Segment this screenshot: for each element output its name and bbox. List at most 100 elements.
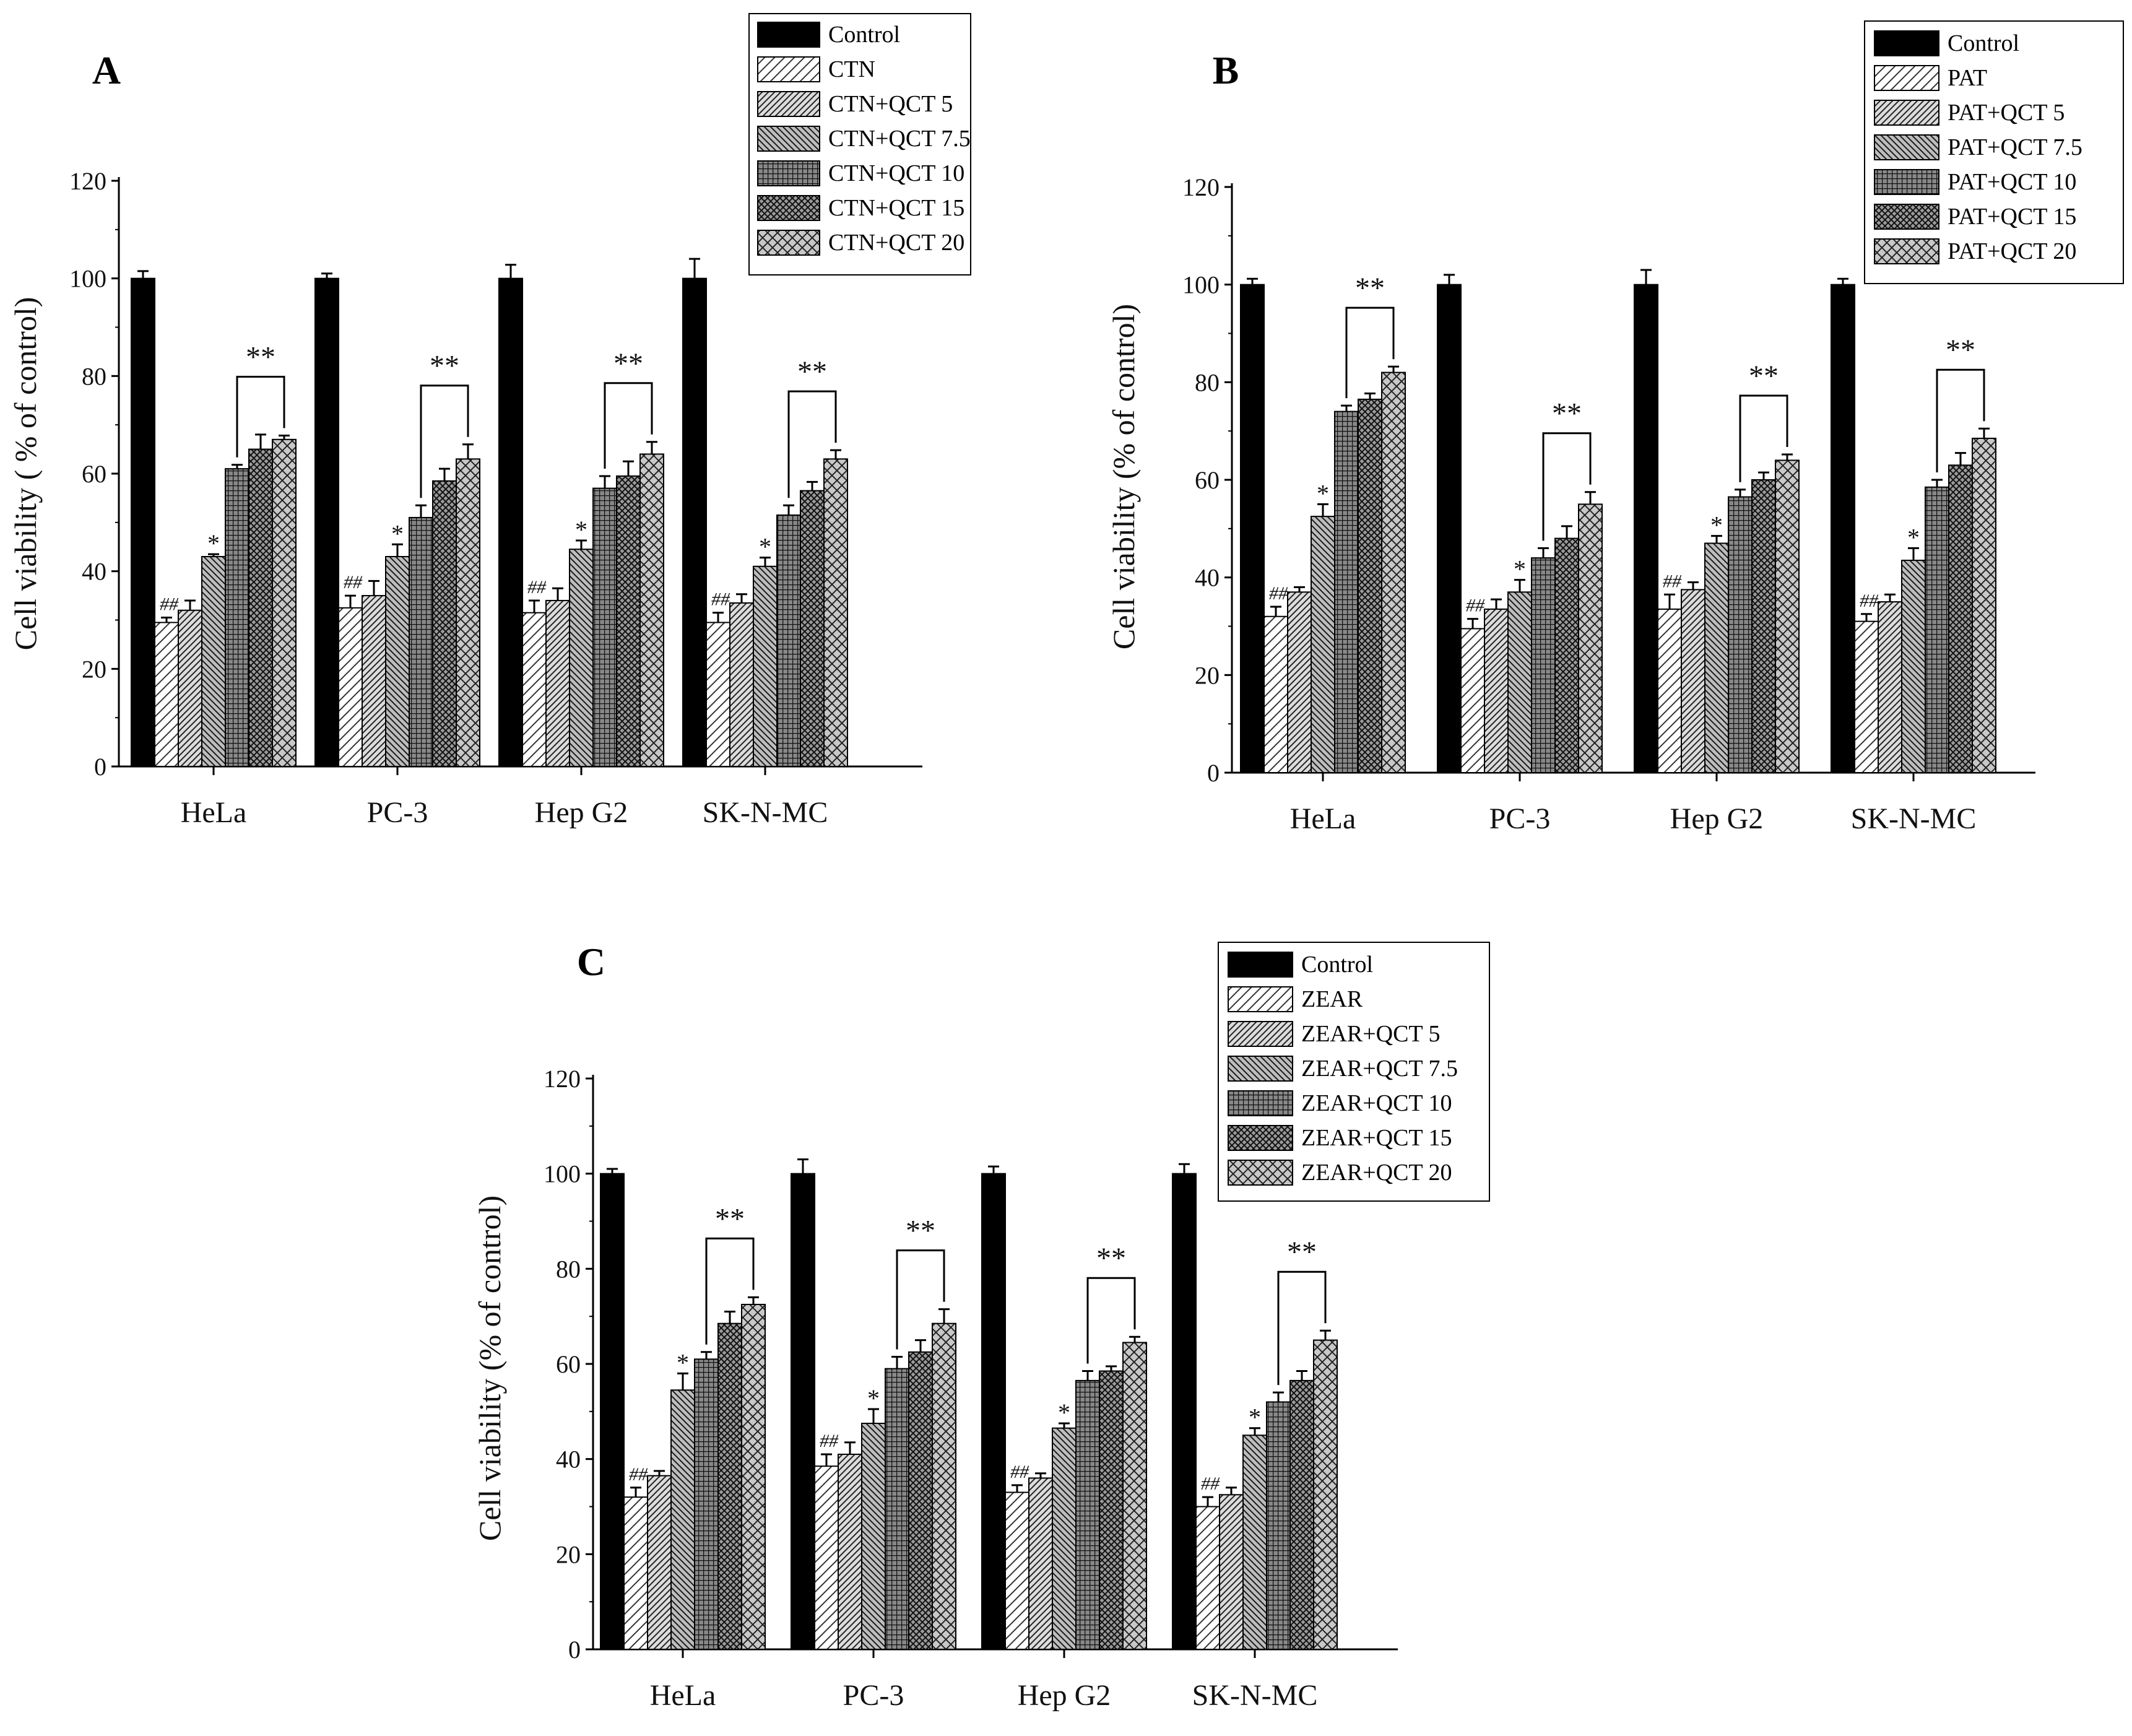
bar (823, 458, 848, 767)
legend-swatch (1874, 30, 1939, 56)
y-tick-label: 120 (544, 1065, 581, 1093)
significance-star: * (1058, 1399, 1070, 1426)
significance-star: * (677, 1348, 689, 1376)
bar (600, 1173, 625, 1650)
significance-star: * (207, 529, 220, 557)
bar (800, 490, 825, 767)
bar (647, 1475, 672, 1651)
x-tick-label: HeLa (181, 796, 247, 829)
bar (861, 1423, 886, 1651)
x-tick-label: HeLa (1290, 802, 1356, 835)
bar (1484, 608, 1509, 773)
bar (1266, 1401, 1291, 1650)
legend-label: PAT+QCT 20 (1948, 238, 2076, 264)
bar (694, 1358, 719, 1650)
significance-double-star: ** (1946, 334, 1975, 367)
bar (1578, 503, 1603, 774)
bar (729, 602, 754, 767)
panel-label: A (92, 48, 121, 92)
legend-swatch (1228, 1021, 1293, 1047)
legend: Control ZEAR ZEAR+QCT 5 ZEAR+QCT 7.5 ZEAR+QC… (1218, 942, 1490, 1202)
bar (1460, 628, 1485, 773)
bar (1311, 516, 1335, 773)
bar (522, 612, 547, 767)
bar (1240, 284, 1265, 773)
significance-bracket (1542, 432, 1592, 541)
bar (498, 277, 523, 767)
significance-double-star: ** (1355, 272, 1385, 305)
bar (1172, 1173, 1197, 1650)
hash-mark: ## (160, 594, 179, 615)
bar (545, 599, 570, 767)
bar (409, 516, 433, 767)
bar (592, 487, 617, 768)
bar (1507, 591, 1532, 773)
hash-mark: ## (1860, 591, 1879, 611)
bar (1099, 1370, 1124, 1650)
annotations: ##***##***##***##*** (1269, 272, 1985, 616)
bar (338, 607, 363, 768)
bars (1240, 269, 1996, 774)
legend-label: ZEAR+QCT 5 (1301, 1021, 1440, 1047)
legend-swatch (757, 91, 820, 117)
bar (885, 1368, 909, 1651)
hash-mark: ## (711, 589, 730, 610)
annotations: ##***##***##***##*** (629, 1202, 1327, 1494)
hash-mark: ## (344, 572, 363, 592)
bar (1901, 560, 1926, 773)
y-tick-label: 0 (94, 753, 106, 781)
legend-swatch (1874, 169, 1939, 195)
bar (1028, 1477, 1053, 1650)
hash-mark: ## (1269, 583, 1288, 604)
y-tick-label: 100 (544, 1160, 581, 1188)
bar (1075, 1379, 1100, 1650)
x-tick-label: PC-3 (367, 796, 428, 829)
legend-label: PAT+QCT 15 (1948, 204, 2076, 230)
x-tick-label: PC-3 (843, 1679, 904, 1712)
bar (1263, 615, 1288, 773)
significance-bracket (787, 390, 837, 498)
bar (1052, 1427, 1077, 1651)
hash-mark: ## (1201, 1473, 1220, 1494)
significance-bracket (1739, 394, 1788, 482)
bar (1531, 557, 1556, 774)
y-tick-label: 0 (1207, 759, 1220, 787)
significance-star: * (759, 533, 771, 561)
legend: Control CTN CTN+QCT 5 CTN+QCT 7.5 CTN+QCT 10… (748, 13, 971, 276)
bar (1831, 284, 1855, 773)
y-tick-label: 60 (82, 460, 106, 488)
bar (131, 277, 155, 767)
panel-label: B (1213, 48, 1239, 92)
bar (814, 1465, 839, 1650)
bar (1122, 1342, 1147, 1651)
significance-star: * (1317, 479, 1329, 507)
significance-bracket (604, 382, 653, 469)
y-tick-label: 40 (82, 558, 106, 586)
x-tick-label: SK-N-MC (703, 796, 828, 829)
legend-swatch (1228, 952, 1293, 978)
bar (838, 1453, 862, 1651)
bar (981, 1173, 1006, 1650)
bar (670, 1389, 695, 1650)
bar (932, 1322, 956, 1650)
legend-swatch (1874, 100, 1939, 126)
legend-label: CTN+QCT 20 (828, 230, 964, 256)
bar (623, 1496, 648, 1650)
bar (1334, 410, 1359, 773)
bar (1657, 608, 1682, 773)
bar (569, 549, 594, 767)
bar (1219, 1494, 1244, 1651)
x-tick-label: SK-N-MC (1851, 802, 1977, 835)
legend-label: ZEAR+QCT 20 (1301, 1160, 1452, 1186)
significance-bracket (1936, 368, 1985, 472)
bar (225, 468, 249, 767)
legend-label: ZEAR (1301, 986, 1363, 1012)
bar (1289, 1379, 1314, 1650)
significance-double-star: ** (1552, 397, 1582, 430)
significance-star: * (391, 519, 404, 547)
legend-swatch (1228, 1125, 1293, 1151)
significance-star: * (1514, 555, 1526, 583)
y-tick-label: 80 (82, 362, 106, 390)
bar (1381, 371, 1406, 773)
bar (1925, 486, 1949, 773)
